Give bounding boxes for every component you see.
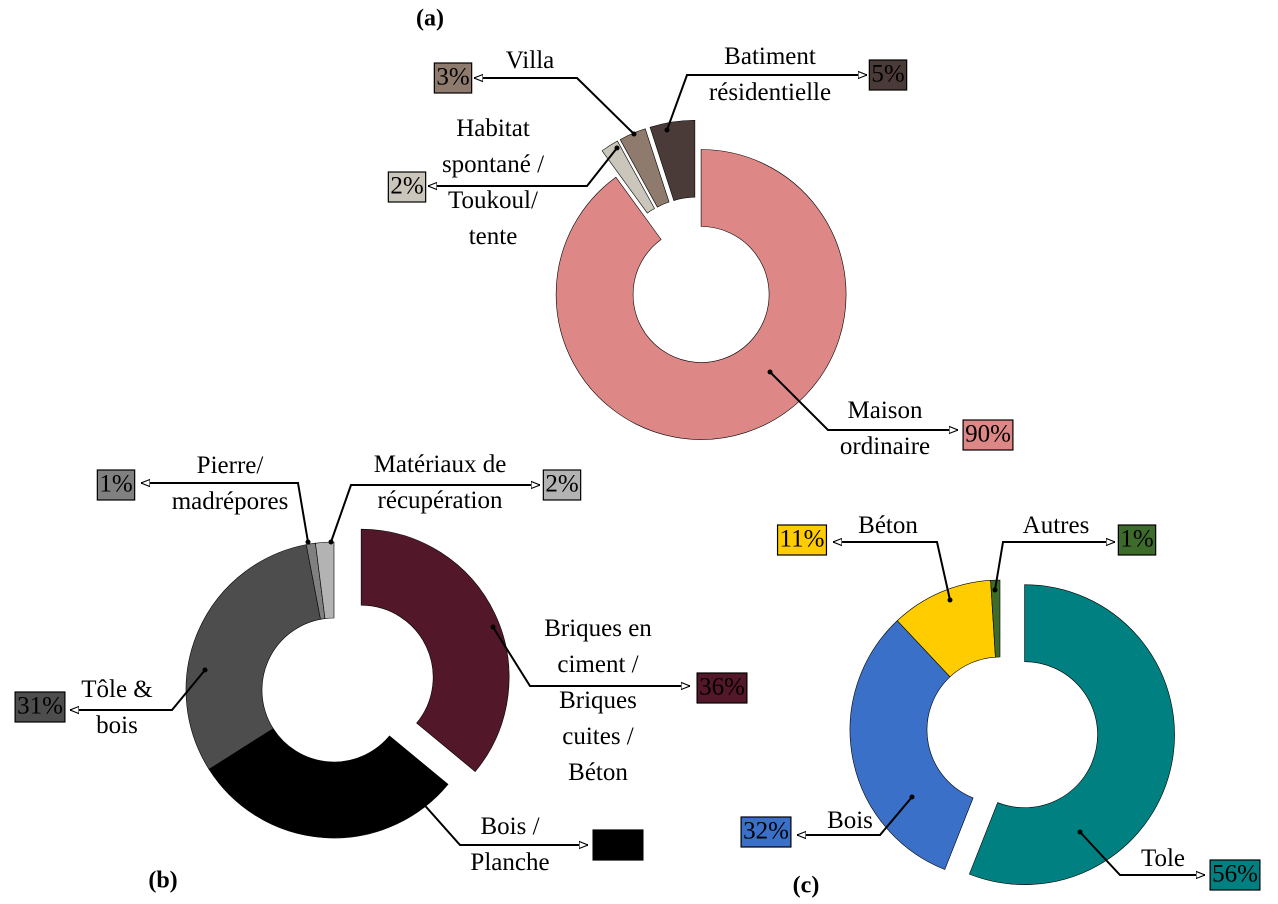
slice bbox=[315, 541, 335, 619]
value-badge bbox=[1209, 859, 1261, 891]
value-label: 56% bbox=[1212, 861, 1258, 888]
slice bbox=[555, 149, 847, 440]
value-label: 5% bbox=[871, 61, 904, 88]
leader-dot bbox=[1077, 829, 1083, 835]
slice bbox=[185, 544, 321, 770]
slice-label: Villa bbox=[506, 47, 555, 74]
slice bbox=[990, 579, 1001, 658]
slice-label: Pierre/madrépores bbox=[172, 452, 289, 515]
leader-dot bbox=[202, 667, 208, 673]
leader-line bbox=[492, 626, 690, 686]
value-label: 1% bbox=[99, 471, 132, 498]
donut-chart: (b) Briques en ciment / Briques cuites / Béto… bbox=[14, 451, 748, 894]
panel-label: (b) bbox=[148, 868, 177, 894]
slice bbox=[619, 128, 670, 208]
leader-line bbox=[70, 669, 206, 710]
leader-dot bbox=[909, 794, 915, 800]
leader-line bbox=[330, 485, 540, 543]
leader-line bbox=[666, 75, 867, 131]
value-label: 30% bbox=[595, 831, 641, 858]
value-label: 90% bbox=[965, 421, 1011, 448]
panel-label: (a) bbox=[416, 6, 444, 32]
leader-line bbox=[419, 799, 588, 845]
value-badge bbox=[1117, 524, 1157, 556]
slice-label: Matériaux de récupération bbox=[374, 451, 507, 514]
slice-label: Bois bbox=[827, 807, 873, 834]
leader-dot bbox=[614, 145, 620, 151]
value-badge bbox=[592, 829, 644, 861]
leader-dot bbox=[631, 131, 637, 137]
value-label: 32% bbox=[743, 818, 789, 845]
value-label: 31% bbox=[17, 693, 63, 720]
leader-dot bbox=[947, 597, 953, 603]
leader-dot bbox=[992, 587, 998, 593]
value-label: 3% bbox=[436, 64, 469, 91]
slice bbox=[208, 728, 449, 839]
donut-chart: (a) Maison ordinaire 90% Habitat spontané / To… bbox=[387, 6, 1014, 460]
leader-dot bbox=[664, 127, 670, 133]
slice-label: Tole bbox=[1141, 845, 1185, 872]
leader-line bbox=[833, 542, 951, 601]
value-badge bbox=[433, 62, 473, 94]
value-badge bbox=[696, 672, 748, 704]
slice bbox=[601, 140, 655, 214]
slice-label: Briques en ciment / Briques cuites / Béton bbox=[544, 615, 652, 786]
value-badge bbox=[14, 691, 66, 723]
value-badge bbox=[868, 59, 908, 91]
slice-label: Tôle & bois bbox=[81, 676, 153, 739]
leader-line bbox=[769, 371, 958, 430]
slice-label: Bois / Planche bbox=[470, 813, 549, 876]
leader-dot bbox=[490, 624, 496, 630]
value-badge bbox=[96, 469, 136, 501]
value-badge bbox=[962, 419, 1014, 451]
slice bbox=[649, 119, 696, 201]
leader-dot bbox=[417, 797, 423, 803]
slice bbox=[360, 528, 510, 772]
leader-dot bbox=[305, 539, 311, 545]
slice-label: Maison ordinaire bbox=[840, 397, 930, 460]
leader-dot bbox=[767, 369, 773, 375]
leader-dot bbox=[328, 539, 334, 545]
slice-label: Autres bbox=[1023, 512, 1090, 539]
slice-label: Batiment résidentielle bbox=[709, 43, 831, 106]
donut-chart: (c) Tole 56% Bois 32% Béton 11% Autres 1% bbox=[740, 512, 1261, 899]
slice bbox=[849, 620, 974, 870]
slice-label: Béton bbox=[858, 512, 918, 539]
value-label: 2% bbox=[390, 173, 423, 200]
leader-line bbox=[994, 542, 1115, 591]
value-badge bbox=[542, 469, 582, 501]
leader-line bbox=[474, 78, 635, 135]
value-badge bbox=[740, 816, 792, 848]
leader-line bbox=[141, 483, 309, 543]
leader-line bbox=[1079, 831, 1205, 875]
slice bbox=[968, 584, 1175, 885]
panel-label: (c) bbox=[793, 873, 820, 899]
value-label: 1% bbox=[1120, 526, 1153, 553]
value-label: 2% bbox=[545, 471, 578, 498]
value-label: 36% bbox=[699, 674, 745, 701]
leader-line bbox=[797, 796, 913, 835]
leader-line bbox=[428, 147, 618, 186]
value-label: 11% bbox=[780, 526, 825, 553]
value-badge bbox=[387, 171, 427, 203]
slice-label: Habitat spontané / Toukoul/tente bbox=[442, 115, 544, 250]
value-badge bbox=[776, 524, 828, 556]
